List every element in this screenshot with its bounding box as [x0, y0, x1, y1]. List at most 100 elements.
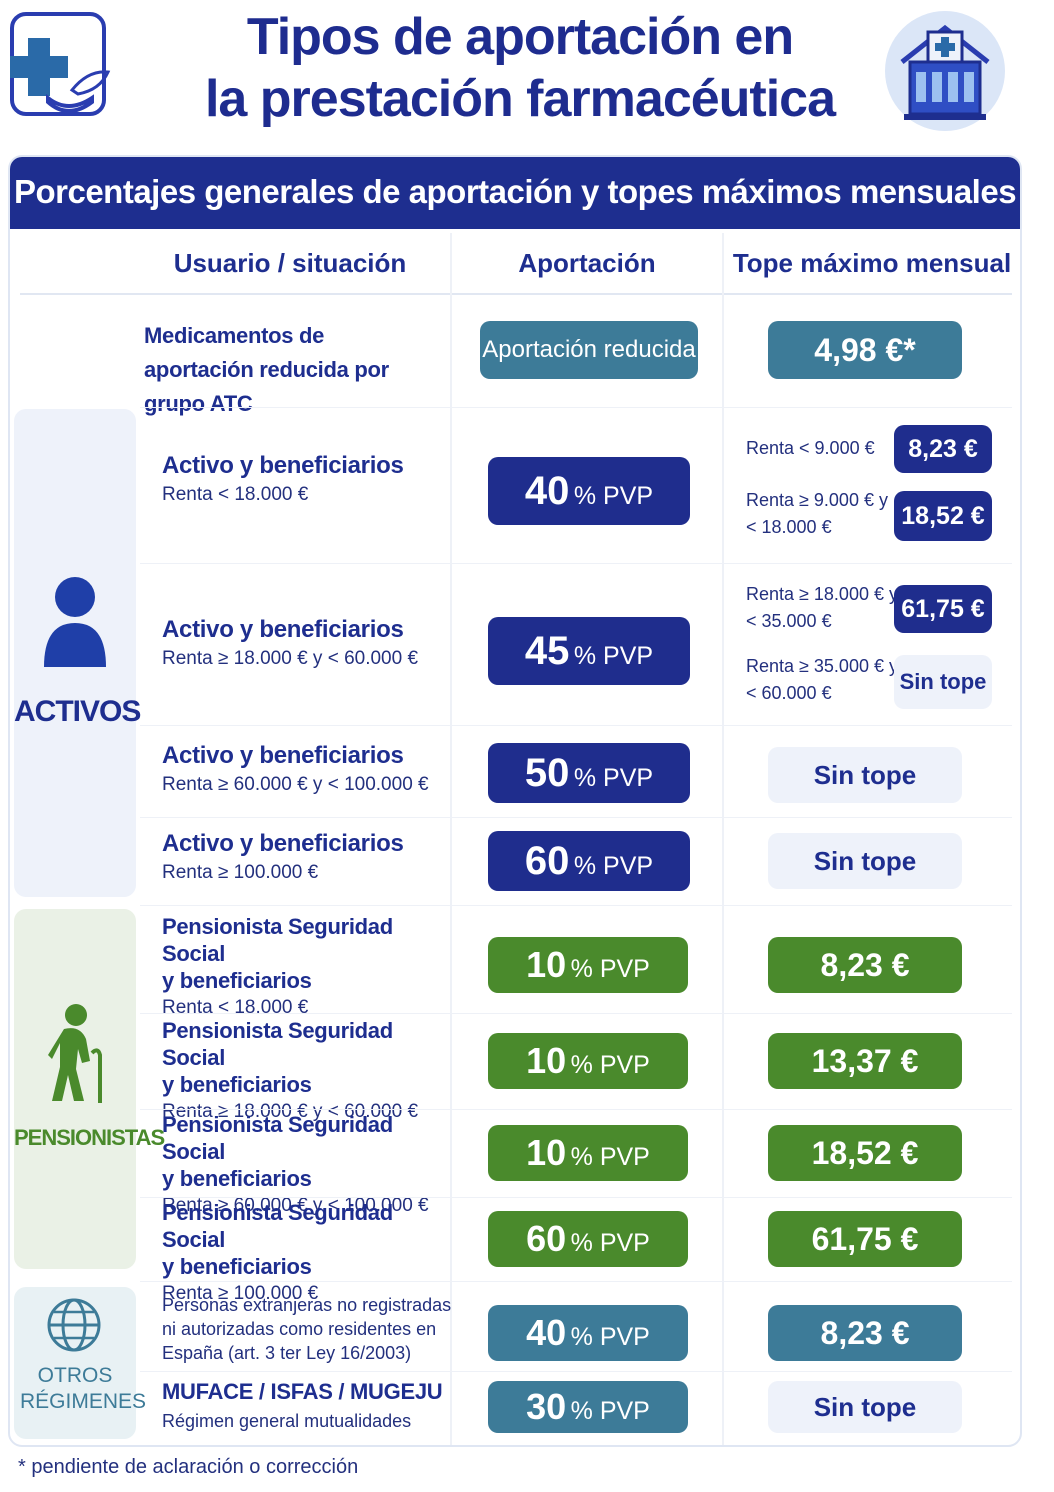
- contribution-unit: % PVP: [570, 1051, 650, 1079]
- group-label-activos: ACTIVOS: [14, 695, 141, 728]
- row-text-line: Personas extranjeras no registradas: [162, 1295, 452, 1315]
- row-subtitle: Renta < 18.000 €: [162, 484, 309, 505]
- row-title: y beneficiarios: [162, 968, 312, 993]
- table-banner: Porcentajes generales de aportación y to…: [10, 157, 1020, 229]
- row-text-line: España (art. 3 ter Ley 16/2003): [162, 1343, 412, 1363]
- contribution-table: Porcentajes generales de aportación y to…: [8, 155, 1022, 1447]
- contribution-percent: 60: [524, 839, 570, 883]
- header-cap: Tope máximo mensual: [732, 248, 1012, 278]
- contribution-badge: 40 % PVP: [488, 1305, 688, 1361]
- cap-condition: Renta < 9.000 €: [746, 438, 875, 458]
- cap-condition-line: < 35.000 €: [746, 611, 832, 631]
- cap-condition-line: Renta ≥ 35.000 € y: [746, 656, 898, 676]
- contribution-unit: % PVP: [573, 764, 654, 792]
- row-title: Activo y beneficiarios: [162, 742, 404, 769]
- row-subtitle: Renta ≥ 100.000 €: [162, 1283, 319, 1304]
- contribution-unit: % PVP: [570, 1323, 650, 1351]
- otros-row-2-user: MUFACE / ISFAS / MUGEJU Régimen general …: [162, 1377, 452, 1435]
- column-divider: [722, 233, 724, 1445]
- contribution-percent: 10: [526, 1132, 567, 1173]
- contribution-percent: 10: [526, 944, 567, 985]
- cap-badge: 61,75 €: [768, 1211, 962, 1267]
- activos-row-4-user: Activo y beneficiarios Renta ≥ 100.000 €: [162, 829, 452, 887]
- row-divider: [140, 1371, 1012, 1372]
- pensionistas-row-4-user: Pensionista Seguridad Social y beneficia…: [162, 1199, 452, 1308]
- group-pensionistas: PENSIONISTAS: [14, 909, 165, 1269]
- contribution-percent: 60: [526, 1218, 567, 1259]
- cap-condition-line: < 18.000 €: [746, 517, 832, 537]
- cap-badge: 8,23 €: [768, 937, 962, 993]
- activos-row-2-user: Activo y beneficiarios Renta ≥ 18.000 € …: [162, 615, 452, 673]
- header-contribution: Aportación: [518, 248, 656, 278]
- row-title: Activo y beneficiarios: [162, 616, 404, 643]
- cap-condition: Renta ≥ 35.000 € y < 60.000 €: [746, 653, 898, 707]
- row-divider: [140, 905, 1012, 906]
- row-title: y beneficiarios: [162, 1166, 312, 1191]
- atc-user-label: Medicamentos de aportación reducida por …: [144, 323, 389, 416]
- row-title: Activo y beneficiarios: [162, 452, 404, 479]
- cap-condition-line: < 60.000 €: [746, 683, 832, 703]
- pensionistas-row-3-user: Pensionista Seguridad Social y beneficia…: [162, 1111, 452, 1220]
- elderly-person-icon: [46, 1003, 108, 1110]
- cap-badge: 8,23 €: [768, 1305, 962, 1361]
- person-icon: [40, 575, 110, 676]
- row-divider: [140, 1197, 1012, 1198]
- contribution-unit: % PVP: [573, 642, 654, 670]
- activos-row-1-user: Activo y beneficiarios Renta < 18.000 €: [162, 451, 452, 509]
- row-subtitle: Renta ≥ 18.000 € y < 60.000 €: [162, 1101, 419, 1122]
- cap-badge: Sin tope: [894, 655, 992, 709]
- globe-icon: [46, 1297, 102, 1358]
- row-text-line: ni autorizadas como residentes en: [162, 1319, 437, 1339]
- contribution-percent: 40: [524, 469, 570, 513]
- group-label-pensionistas: PENSIONISTAS: [14, 1125, 165, 1150]
- hospital-icon: [884, 10, 1006, 132]
- contribution-unit: % PVP: [570, 1397, 650, 1425]
- row-title: MUFACE / ISFAS / MUGEJU: [162, 1379, 443, 1404]
- row-divider: [140, 563, 1012, 564]
- row-subtitle: Renta < 18.000 €: [162, 997, 309, 1018]
- row-divider: [140, 817, 1012, 818]
- row-title: Pensionista Seguridad Social: [162, 1112, 393, 1164]
- row-title: Pensionista Seguridad Social: [162, 1200, 393, 1252]
- header-user: Usuario / situación: [173, 248, 407, 278]
- row-divider: [140, 407, 1012, 408]
- row-divider: [140, 1281, 1012, 1282]
- pensionistas-row-2-user: Pensionista Seguridad Social y beneficia…: [162, 1017, 452, 1126]
- activos-row-3-user: Activo y beneficiarios Renta ≥ 60.000 € …: [162, 741, 452, 799]
- cap-badge: 18,52 €: [768, 1125, 962, 1181]
- contribution-percent: 50: [524, 751, 570, 795]
- pensionistas-row-1-user: Pensionista Seguridad Social y beneficia…: [162, 913, 452, 1022]
- footnote: * pendiente de aclaración o corrección: [18, 1456, 359, 1478]
- contribution-unit: % PVP: [570, 955, 650, 983]
- contribution-percent: 40: [526, 1312, 567, 1353]
- atc-cap-badge: 4,98 €*: [768, 321, 962, 379]
- contribution-badge: 10 % PVP: [488, 1125, 688, 1181]
- row-subtitle: Renta ≥ 100.000 €: [162, 862, 319, 883]
- contribution-unit: % PVP: [570, 1143, 650, 1171]
- atc-contribution-badge: Aportación reducida: [480, 321, 698, 379]
- cap-condition-line: Renta ≥ 9.000 € y: [746, 490, 888, 510]
- row-title: Activo y beneficiarios: [162, 830, 404, 857]
- row-divider: [140, 725, 1012, 726]
- contribution-badge: 50 % PVP: [488, 743, 690, 803]
- row-subtitle: Renta ≥ 18.000 € y < 60.000 €: [162, 648, 419, 669]
- contribution-percent: 30: [526, 1386, 567, 1427]
- contribution-unit: % PVP: [573, 482, 654, 510]
- contribution-unit: % PVP: [573, 852, 654, 880]
- cap-badge: 13,37 €: [768, 1033, 962, 1089]
- cap-badge: 8,23 €: [894, 425, 992, 473]
- group-activos: ACTIVOS: [14, 409, 141, 897]
- header-divider: [20, 293, 1012, 295]
- atc-user-cell: Medicamentos de aportación reducida por …: [144, 319, 434, 421]
- row-divider: [140, 1013, 1012, 1014]
- cap-badge: 61,75 €: [894, 585, 992, 633]
- contribution-unit: % PVP: [570, 1229, 650, 1257]
- cap-badge: 18,52 €: [894, 491, 992, 541]
- row-title: y beneficiarios: [162, 1254, 312, 1279]
- contribution-badge: 30 % PVP: [488, 1381, 688, 1433]
- pharmacy-logo-icon: [8, 10, 114, 128]
- cap-condition: Renta ≥ 18.000 € y < 35.000 €: [746, 581, 898, 635]
- otros-row-1-user: Personas extranjeras no registradas ni a…: [162, 1293, 452, 1365]
- cap-condition-line: Renta ≥ 18.000 € y: [746, 584, 898, 604]
- cap-badge: Sin tope: [768, 747, 962, 803]
